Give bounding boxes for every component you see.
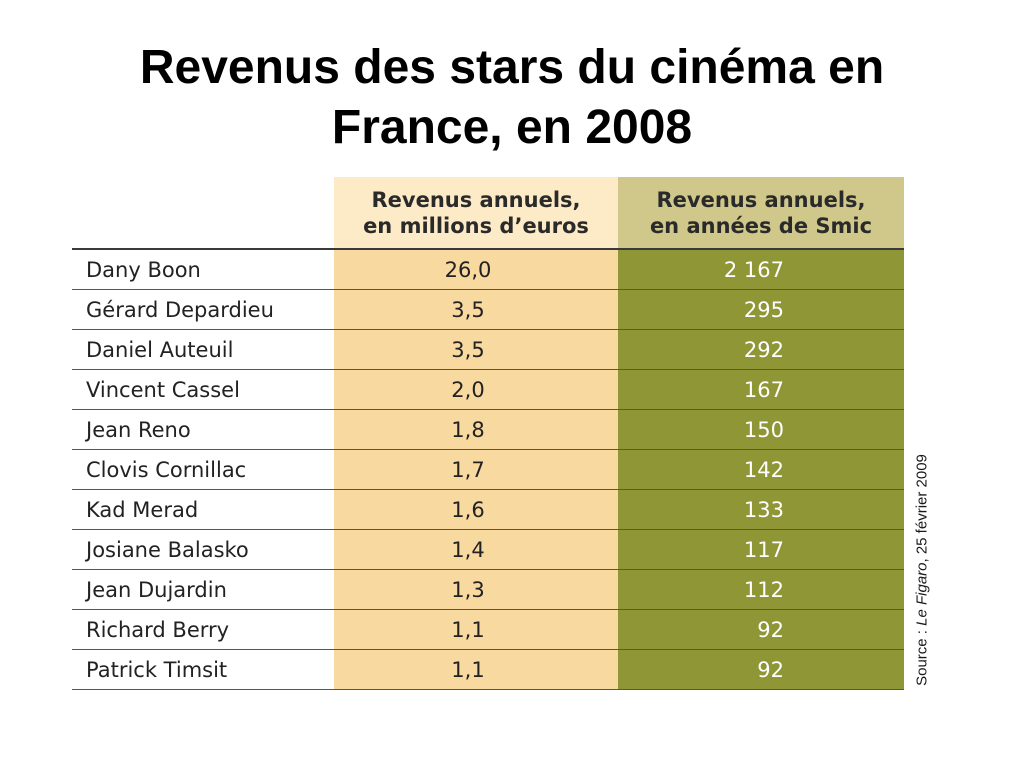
slide-title: Revenus des stars du cinéma en France, e… — [0, 38, 1024, 158]
row-euros-cell: 1,1 — [334, 649, 618, 690]
row-euros-cell: 26,0 — [334, 249, 618, 290]
table-row: Dany Boon 26,0 2 167 — [72, 249, 904, 290]
row-smic-cell: 167 — [618, 369, 904, 410]
table-row: Josiane Balasko 1,4 117 — [72, 529, 904, 570]
row-name-cell: Jean Reno — [72, 409, 334, 450]
row-smic-cell: 292 — [618, 329, 904, 370]
table-header-row: Revenus annuels, en millions d’euros Rev… — [72, 177, 904, 250]
row-name-cell: Richard Berry — [72, 609, 334, 650]
row-smic-cell: 150 — [618, 409, 904, 450]
row-name-cell: Vincent Cassel — [72, 369, 334, 410]
row-euros-cell: 1,8 — [334, 409, 618, 450]
table-row: Jean Dujardin 1,3 112 — [72, 569, 904, 610]
source-date: , 25 février 2009 — [913, 454, 931, 563]
row-smic-cell: 92 — [618, 609, 904, 650]
header-smic-column: Revenus annuels, en années de Smic — [618, 177, 904, 250]
row-euros-cell: 1,4 — [334, 529, 618, 570]
table-row: Clovis Cornillac 1,7 142 — [72, 449, 904, 490]
row-euros-cell: 1,3 — [334, 569, 618, 610]
row-name-cell: Dany Boon — [72, 249, 334, 290]
table-row: Jean Reno 1,8 150 — [72, 409, 904, 450]
row-smic-cell: 133 — [618, 489, 904, 530]
row-name-cell: Clovis Cornillac — [72, 449, 334, 490]
source-prefix: Source : — [913, 625, 931, 686]
row-name-cell: Josiane Balasko — [72, 529, 334, 570]
header-name-column — [72, 177, 334, 250]
source-note: Source : Le Figaro, 25 février 2009 — [914, 454, 931, 686]
row-name-cell: Patrick Timsit — [72, 649, 334, 690]
header-smic-line-1: Revenus annuels, — [656, 187, 866, 212]
header-euros-column: Revenus annuels, en millions d’euros — [334, 177, 618, 250]
table-row: Gérard Depardieu 3,5 295 — [72, 289, 904, 330]
row-euros-cell: 2,0 — [334, 369, 618, 410]
row-euros-cell: 1,1 — [334, 609, 618, 650]
source-publication: Le Figaro — [913, 562, 931, 626]
row-name-cell: Gérard Depardieu — [72, 289, 334, 330]
row-smic-cell: 117 — [618, 529, 904, 570]
table-row: Richard Berry 1,1 92 — [72, 609, 904, 650]
row-euros-cell: 3,5 — [334, 329, 618, 370]
header-smic-line-2: en années de Smic — [649, 213, 873, 238]
row-smic-cell: 295 — [618, 289, 904, 330]
row-euros-cell: 3,5 — [334, 289, 618, 330]
slide-title-line-2: France, en 2008 — [331, 101, 693, 154]
row-euros-cell: 1,6 — [334, 489, 618, 530]
table-row: Daniel Auteuil 3,5 292 — [72, 329, 904, 370]
table-body: Dany Boon 26,0 2 167 Gérard Depardieu 3,5 295… — [72, 249, 904, 690]
row-smic-cell: 2 167 — [618, 249, 904, 290]
slide-title-line-1: Revenus des stars du cinéma en — [139, 41, 885, 94]
row-smic-cell: 112 — [618, 569, 904, 610]
table-row: Patrick Timsit 1,1 92 — [72, 649, 904, 690]
table-row: Kad Merad 1,6 133 — [72, 489, 904, 530]
row-name-cell: Jean Dujardin — [72, 569, 334, 610]
table-row: Vincent Cassel 2,0 167 — [72, 369, 904, 410]
row-smic-cell: 92 — [618, 649, 904, 690]
header-euros-line-2: en millions d’euros — [363, 213, 589, 238]
row-name-cell: Daniel Auteuil — [72, 329, 334, 370]
row-euros-cell: 1,7 — [334, 449, 618, 490]
row-smic-cell: 142 — [618, 449, 904, 490]
row-name-cell: Kad Merad — [72, 489, 334, 530]
header-euros-line-1: Revenus annuels, — [371, 187, 581, 212]
revenue-table: Revenus annuels, en millions d’euros Rev… — [72, 177, 904, 690]
